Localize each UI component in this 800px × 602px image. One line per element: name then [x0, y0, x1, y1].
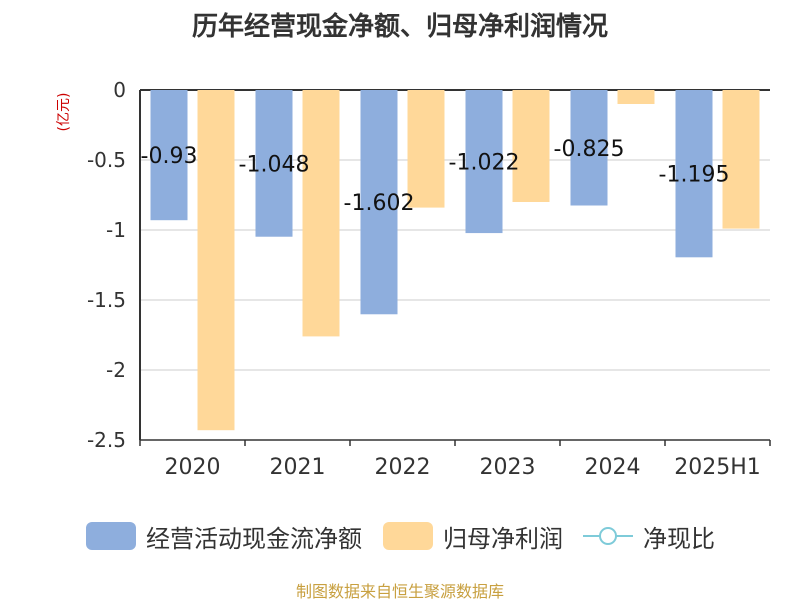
legend-label-profit: 归母净利润 [443, 524, 563, 553]
legend-item-cashflow[interactable]: 经营活动现金流净额 [86, 518, 362, 554]
data-source-note: 制图数据来自恒生聚源数据库 [295, 582, 504, 601]
bar-cashflow [675, 90, 713, 258]
bar-profit [617, 90, 655, 104]
bar-cashflow [255, 90, 293, 237]
bar-cashflow [570, 90, 608, 206]
data-label: -1.195 [659, 163, 730, 188]
y-tick-label: -1.5 [87, 288, 126, 312]
chart-title: 历年经营现金净额、归母净利润情况 [191, 12, 608, 42]
data-label: -0.825 [554, 137, 625, 162]
data-label: -1.048 [239, 152, 310, 177]
data-label: -1.602 [344, 191, 415, 216]
legend-item-ratio[interactable]: 净现比 [583, 518, 715, 554]
bar-profit [722, 90, 760, 229]
data-label: -0.93 [141, 144, 198, 169]
legend-swatch-profit [383, 522, 433, 550]
y-tick-label: -0.5 [87, 148, 126, 172]
x-tick-label: 2024 [585, 455, 641, 480]
bar-profit [407, 90, 445, 208]
legend-swatch-ratio [583, 522, 633, 550]
legend-label-cashflow: 经营活动现金流净额 [146, 524, 362, 553]
bar-cashflow [465, 90, 503, 234]
bar-cashflow [150, 90, 188, 221]
legend-swatch-cashflow [86, 522, 136, 550]
data-label: -1.022 [449, 151, 520, 176]
bar-profit [302, 90, 340, 337]
y-tick-label: 0 [113, 78, 126, 102]
y-axis-unit: (亿元) [56, 92, 72, 132]
bar-profit [197, 90, 235, 431]
x-tick-label: 2025H1 [674, 455, 761, 480]
x-tick-label: 2021 [270, 455, 326, 480]
bar-profit [512, 90, 550, 202]
y-tick-label: -1 [106, 218, 126, 242]
bar-cashflow [360, 90, 398, 315]
x-tick-label: 2022 [375, 455, 431, 480]
y-tick-label: -2.5 [87, 428, 126, 452]
y-tick-label: -2 [106, 358, 126, 382]
legend-label-ratio: 净现比 [643, 524, 715, 553]
legend-item-profit[interactable]: 归母净利润 [383, 518, 563, 554]
x-tick-label: 2020 [165, 455, 221, 480]
legend: 经营活动现金流净额 归母净利润 净现比 [0, 518, 800, 554]
x-tick-label: 2023 [480, 455, 536, 480]
